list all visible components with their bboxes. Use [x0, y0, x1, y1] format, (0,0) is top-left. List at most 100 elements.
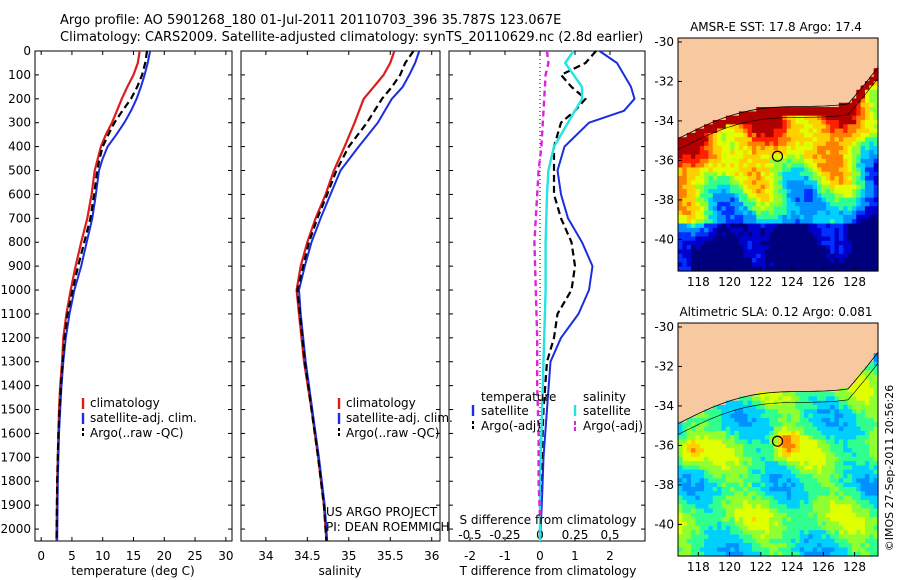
map-cell — [743, 201, 749, 207]
map-cell — [691, 331, 696, 337]
map-cell — [682, 262, 688, 268]
map-cell — [856, 323, 862, 328]
map-cell — [851, 223, 857, 229]
map-cell — [751, 538, 757, 544]
map-cell — [843, 89, 849, 95]
map-cell — [695, 176, 701, 181]
map-cell — [799, 439, 805, 445]
map-cell — [817, 98, 823, 104]
map-cell — [764, 396, 770, 402]
map-cell — [678, 383, 683, 389]
map-cell — [791, 227, 796, 233]
map-cell — [678, 150, 683, 156]
map-cell — [764, 119, 770, 125]
map-cell — [856, 223, 862, 229]
map-cell — [795, 249, 801, 255]
map-cell — [817, 232, 823, 238]
map-cell — [747, 81, 753, 87]
map-cell — [808, 530, 814, 536]
map-cell — [786, 63, 792, 69]
map-cell — [751, 119, 757, 125]
map-cell — [782, 543, 788, 548]
map-cell — [825, 68, 831, 74]
map-cell — [747, 396, 753, 402]
map-cell — [717, 145, 723, 151]
map-cell — [769, 491, 775, 497]
map-cell — [743, 219, 749, 225]
map-cell — [725, 245, 731, 251]
map-cell — [778, 525, 783, 531]
map-cell — [699, 508, 705, 514]
map-cell — [821, 379, 827, 384]
map-cell — [804, 258, 810, 263]
map-cell — [704, 482, 710, 488]
map-cell — [804, 551, 810, 557]
map-cell — [764, 219, 770, 225]
map-cell — [795, 72, 801, 78]
map-cell — [856, 137, 862, 143]
map-cell — [786, 38, 792, 43]
map-cell — [695, 353, 701, 359]
map-cell — [869, 219, 875, 225]
map-cell — [695, 521, 701, 527]
map-cell — [773, 245, 779, 251]
map-cell — [751, 89, 757, 95]
map-cell — [738, 214, 744, 220]
map-cell — [856, 81, 862, 87]
map-cell — [769, 132, 775, 138]
map-cell — [717, 167, 723, 173]
map-cell — [734, 530, 740, 536]
map-cell — [786, 530, 792, 536]
map-cell — [786, 331, 792, 337]
map-cell — [704, 184, 710, 190]
map-cell — [830, 551, 836, 557]
map-cell — [738, 89, 744, 95]
map-cell — [812, 392, 818, 397]
map-cell — [864, 111, 870, 117]
map-cell — [730, 404, 736, 410]
map-cell — [695, 102, 701, 108]
map-cell — [764, 400, 770, 406]
map-cell — [747, 180, 753, 186]
map-cell — [721, 145, 727, 151]
map-cell — [851, 258, 857, 263]
map-cell — [795, 357, 801, 363]
map-cell — [856, 201, 862, 207]
map-cell — [756, 50, 762, 56]
map-cell — [812, 323, 818, 328]
map-cell — [756, 197, 762, 203]
map-cell — [678, 107, 683, 112]
map-cell — [843, 495, 849, 501]
map-cell — [821, 240, 827, 246]
map-cell — [843, 504, 849, 510]
map-cell — [773, 478, 779, 484]
map-cell — [817, 543, 823, 548]
map-cell — [725, 465, 731, 471]
map-cell — [795, 236, 801, 242]
depth-tick-label: 1900 — [0, 498, 31, 512]
map-cell — [764, 495, 770, 501]
map-cell — [773, 227, 779, 233]
map-cell — [808, 491, 814, 497]
map-cell — [825, 42, 831, 48]
map-cell — [847, 422, 853, 428]
map-cell — [734, 137, 740, 143]
map-cell — [738, 137, 744, 143]
map-cell — [795, 521, 801, 527]
map-cell — [699, 396, 705, 402]
map-cell — [708, 331, 714, 337]
map-cell — [782, 107, 788, 112]
map-cell — [812, 111, 818, 117]
map-cell — [708, 543, 714, 548]
legend-argo-label: Argo(..raw -QC) — [90, 426, 183, 440]
map-cell — [821, 154, 827, 160]
map-cell — [843, 232, 849, 238]
map-cell — [747, 150, 753, 156]
map-cell — [721, 370, 727, 376]
map-cell — [817, 512, 823, 518]
map-cell — [851, 154, 857, 160]
map-cell — [795, 417, 801, 423]
map-cell — [847, 383, 853, 389]
map-cell — [682, 396, 688, 402]
map-cell — [795, 482, 801, 488]
